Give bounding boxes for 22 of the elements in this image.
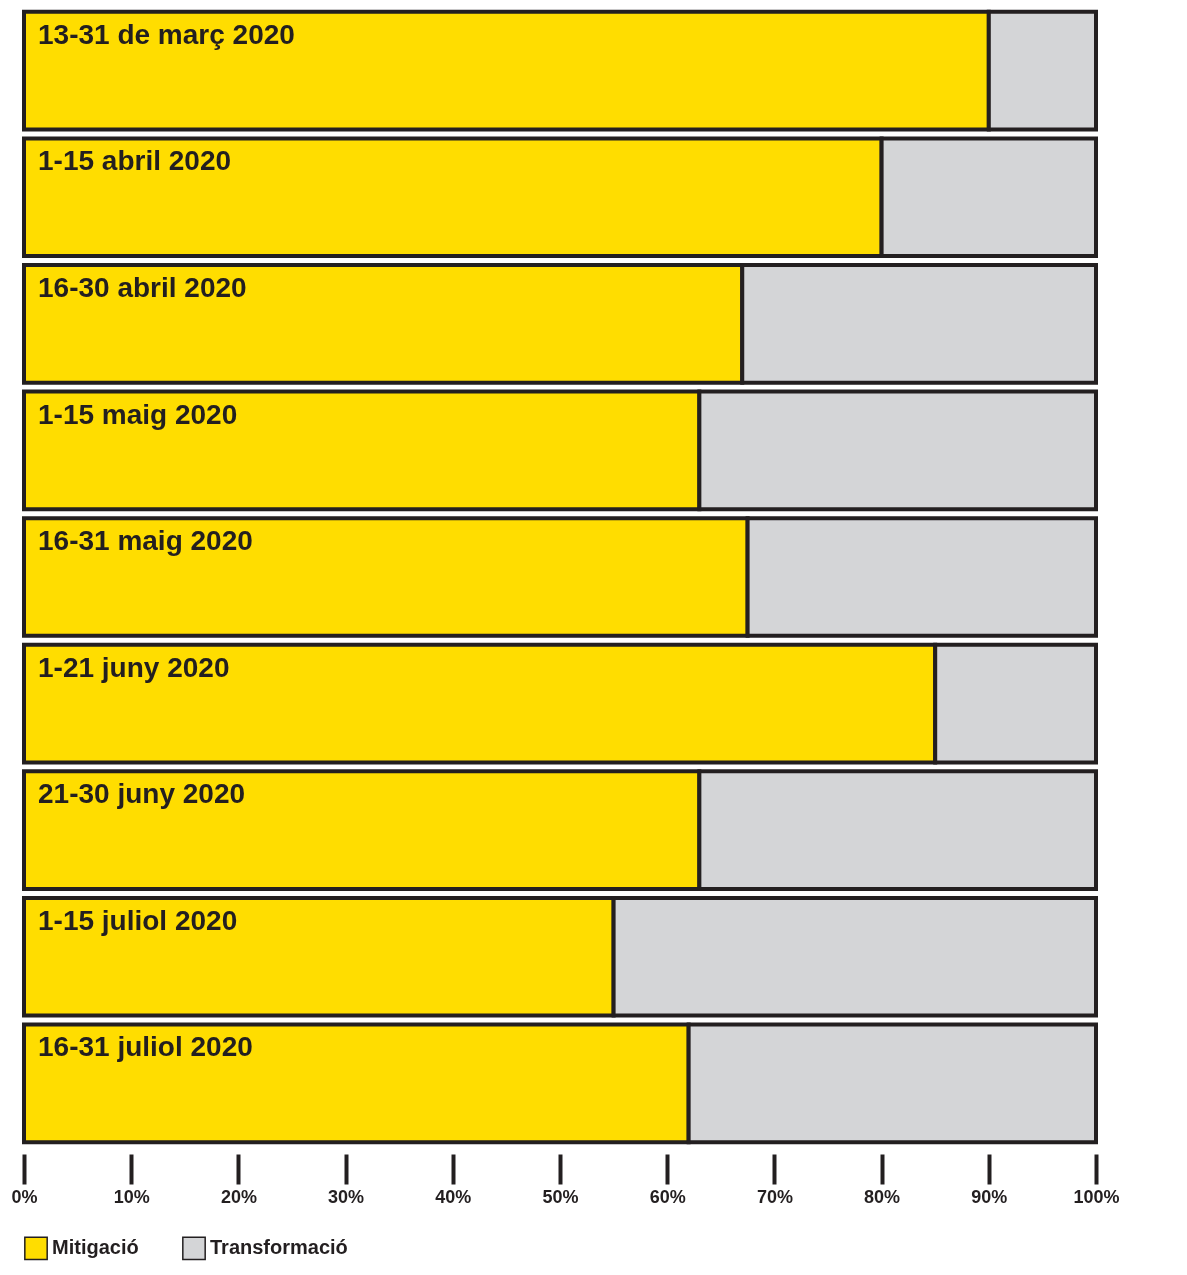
- y-tick-label: 16-30 abril 2020: [38, 271, 247, 303]
- x-tick-label: 60%: [649, 1186, 686, 1207]
- x-tick-label: 70%: [756, 1186, 793, 1207]
- y-tick-label: 1-15 juliol 2020: [38, 904, 238, 936]
- x-tick-label: 10%: [113, 1186, 150, 1207]
- y-tick-label: 1-15 abril 2020: [38, 145, 232, 177]
- x-tick-label: 40%: [435, 1186, 472, 1207]
- y-tick-label: 16-31 maig 2020: [38, 525, 253, 557]
- x-tick-label: 50%: [542, 1186, 579, 1207]
- x-tick-label: 30%: [328, 1186, 365, 1207]
- legend-label: Transformació: [210, 1236, 348, 1259]
- y-tick-label: 1-21 juny 2020: [38, 651, 230, 683]
- x-tick-label: 20%: [220, 1186, 257, 1207]
- x-tick-label: 90%: [971, 1186, 1008, 1207]
- x-tick-label: 100%: [1073, 1186, 1120, 1207]
- y-tick-label: 1-15 maig 2020: [38, 398, 238, 430]
- legend-label: Mitigació: [52, 1236, 139, 1259]
- x-tick-label: 80%: [864, 1186, 901, 1207]
- y-tick-label: 21-30 juny 2020: [38, 778, 246, 810]
- y-tick-label: 16-31 juliol 2020: [38, 1031, 253, 1063]
- y-tick-label: 13-31 de març 2020: [38, 18, 295, 50]
- x-tick-label: 0%: [11, 1186, 38, 1207]
